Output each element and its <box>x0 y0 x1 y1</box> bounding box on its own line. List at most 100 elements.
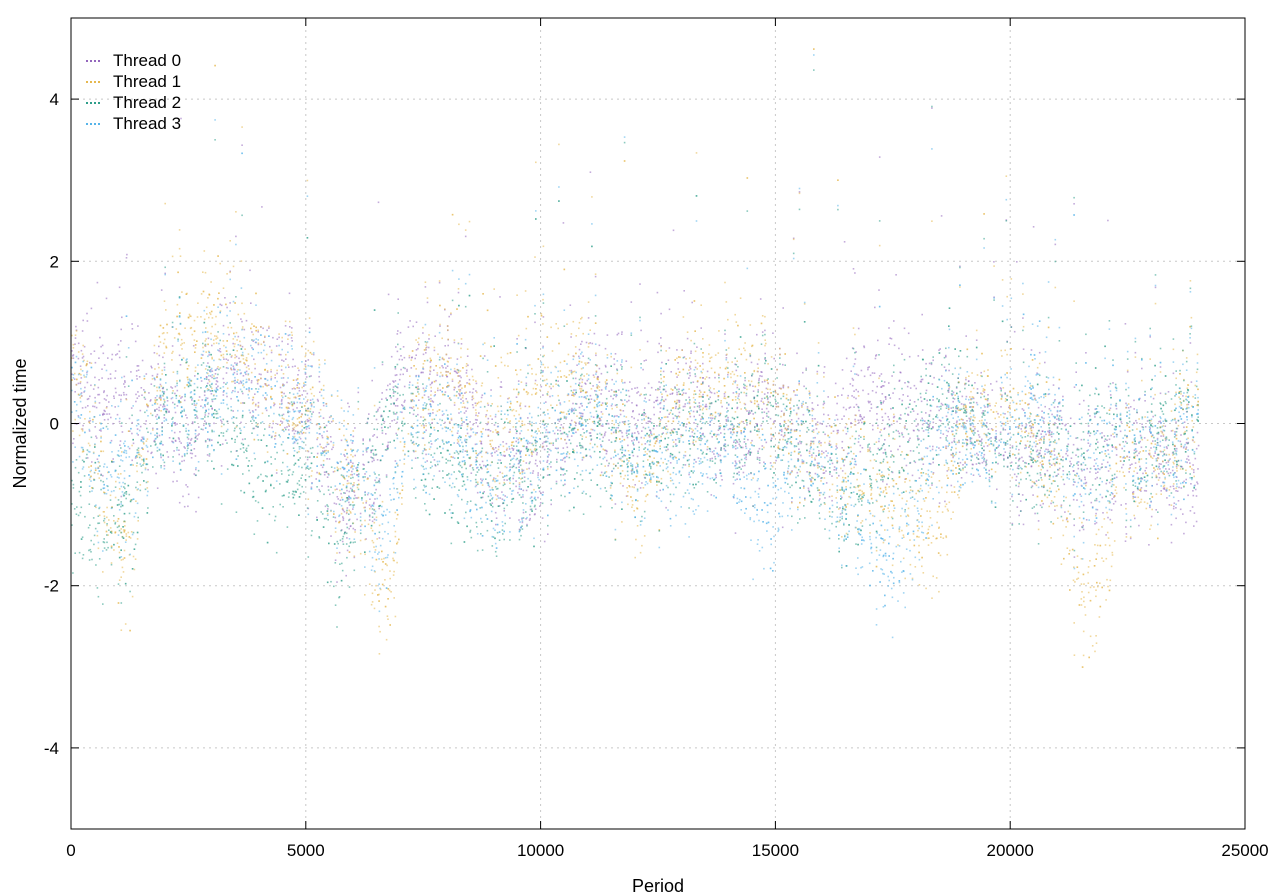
data-point <box>534 321 536 324</box>
data-point <box>946 474 948 477</box>
data-point <box>183 459 185 462</box>
data-point <box>350 454 352 456</box>
data-point <box>478 412 480 414</box>
data-point <box>103 390 105 392</box>
data-point <box>888 343 890 345</box>
data-point <box>1159 445 1162 447</box>
data-point <box>266 451 269 453</box>
data-point <box>1081 469 1083 472</box>
data-point <box>976 452 978 455</box>
data-point <box>201 399 204 401</box>
data-point <box>338 551 341 554</box>
data-point <box>990 383 992 385</box>
data-point <box>1152 397 1155 400</box>
data-point <box>899 371 901 374</box>
data-point <box>620 430 622 432</box>
data-point <box>1171 429 1174 432</box>
data-point <box>378 406 381 409</box>
data-point <box>966 420 968 422</box>
data-point <box>278 336 280 339</box>
data-point <box>356 470 358 473</box>
data-point <box>469 465 471 467</box>
data-point <box>1052 423 1055 426</box>
data-point <box>178 333 181 336</box>
data-point <box>587 362 590 364</box>
data-point <box>118 579 121 581</box>
data-point <box>322 459 325 462</box>
data-point <box>718 414 721 417</box>
data-point <box>209 369 212 371</box>
data-point <box>154 368 156 370</box>
data-point <box>178 247 181 250</box>
data-point <box>758 384 760 387</box>
data-point <box>643 437 645 439</box>
data-point <box>962 464 964 466</box>
data-point <box>282 373 285 375</box>
data-point <box>390 591 392 593</box>
data-point <box>447 338 449 341</box>
data-point <box>641 443 643 446</box>
data-point <box>1048 408 1051 410</box>
data-point <box>1191 405 1193 407</box>
data-point <box>1175 507 1177 509</box>
data-point <box>286 381 288 384</box>
data-point <box>535 459 537 462</box>
data-point <box>275 472 278 474</box>
data-point <box>180 117 182 120</box>
data-point <box>714 455 716 458</box>
data-point <box>743 386 745 389</box>
data-point <box>1083 399 1085 402</box>
data-point <box>857 441 860 443</box>
data-point <box>723 447 725 450</box>
data-point <box>147 406 149 408</box>
data-point <box>845 486 847 488</box>
data-point <box>875 549 878 552</box>
data-point <box>506 447 508 450</box>
data-point <box>612 463 615 465</box>
data-point <box>183 386 186 389</box>
data-point <box>985 462 987 464</box>
data-point <box>219 367 222 369</box>
data-point <box>148 392 150 394</box>
data-point <box>371 512 374 514</box>
data-point <box>882 419 884 422</box>
data-point <box>880 462 883 464</box>
data-point <box>734 313 736 316</box>
data-point <box>150 399 152 401</box>
data-point <box>650 386 653 389</box>
data-point <box>922 539 925 541</box>
data-point <box>1056 415 1059 417</box>
data-point <box>761 445 764 447</box>
data-point <box>761 331 764 333</box>
data-point <box>783 413 785 415</box>
data-point <box>84 406 87 409</box>
data-point <box>425 352 427 354</box>
data-point <box>1175 517 1177 520</box>
data-point <box>561 432 564 435</box>
data-point <box>1017 392 1019 394</box>
data-point <box>1096 508 1099 511</box>
data-point <box>1115 492 1118 495</box>
data-point <box>1094 514 1097 517</box>
data-point <box>190 437 193 440</box>
data-point <box>581 459 584 461</box>
data-point <box>835 443 838 445</box>
data-point <box>232 380 235 383</box>
data-point <box>521 518 523 520</box>
data-point <box>364 594 366 596</box>
data-point <box>483 342 486 344</box>
data-point <box>610 389 613 391</box>
data-point <box>125 398 128 401</box>
data-point <box>525 518 527 520</box>
data-point <box>888 466 891 468</box>
data-point <box>139 409 142 412</box>
data-point <box>926 399 928 402</box>
data-point <box>351 464 353 467</box>
data-point <box>97 547 100 550</box>
data-point <box>330 535 332 537</box>
data-point <box>441 375 444 377</box>
data-point <box>380 414 383 417</box>
data-point <box>724 397 727 400</box>
data-point <box>193 404 196 406</box>
data-point <box>1134 467 1137 469</box>
